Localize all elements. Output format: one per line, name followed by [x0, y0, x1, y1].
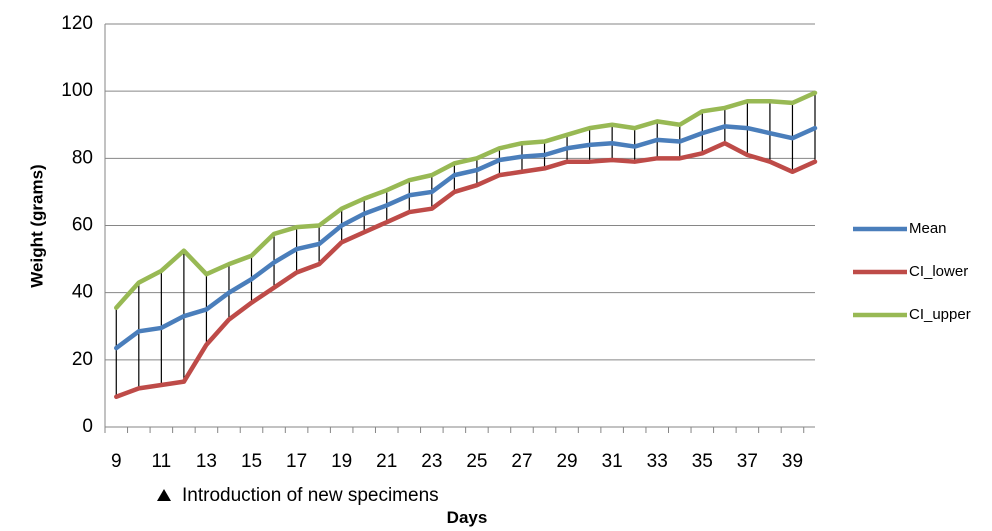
x-tick-label: 29: [556, 451, 577, 472]
x-tick-label: 17: [286, 451, 307, 472]
legend-label-ci-lower: CI_lower: [909, 263, 968, 280]
x-tick-label: 37: [737, 451, 758, 472]
x-tick-label: 39: [782, 451, 803, 472]
x-tick-labels: 9 11 13 15 17 19 21 23 25 27 29 31 33 35 37 39: [111, 451, 803, 472]
x-tick-label: 19: [331, 451, 352, 472]
y-tick-label: 0: [82, 416, 93, 437]
x-tick-label: 23: [421, 451, 442, 472]
legend-label-mean: Mean: [909, 220, 947, 237]
annotation: Introduction of new specimens: [157, 485, 439, 506]
axes: [104, 24, 815, 433]
legend-label-ci-upper: CI_upper: [909, 306, 971, 323]
x-tick-label: 11: [151, 451, 171, 472]
y-tick-label: 60: [72, 215, 93, 236]
confidence-interval-bars: [115, 92, 816, 397]
x-tick-label: 21: [376, 451, 397, 472]
x-tick-label: 33: [647, 451, 668, 472]
y-tick-labels: 0 20 40 60 80 100 120: [61, 13, 93, 437]
series-line-ci-lower: [114, 140, 818, 400]
y-tick-label: 120: [61, 13, 93, 34]
x-tick-label: 13: [196, 451, 217, 472]
x-tick-label: 9: [111, 451, 122, 472]
x-tick-label: 27: [511, 451, 532, 472]
x-tick-label: 35: [692, 451, 713, 472]
y-tick-label: 40: [72, 282, 93, 303]
x-tick-label: 25: [466, 451, 487, 472]
series-line-mean: [114, 124, 818, 351]
y-tick-label: 80: [72, 147, 93, 168]
series-lines: [114, 90, 818, 400]
legend: Mean CI_lower CI_upper: [853, 220, 971, 323]
y-tick-label: 20: [72, 349, 93, 370]
series-line-ci-upper: [114, 90, 818, 311]
triangle-up-icon: [157, 489, 171, 501]
y-axis-title: Weight (grams): [27, 164, 46, 287]
x-tick-label: 15: [241, 451, 262, 472]
y-tick-label: 100: [61, 80, 93, 101]
gridlines: [105, 23, 815, 361]
annotation-text: Introduction of new specimens: [182, 485, 439, 506]
x-axis-title: Days: [447, 508, 488, 527]
x-tick-label: 31: [602, 451, 623, 472]
